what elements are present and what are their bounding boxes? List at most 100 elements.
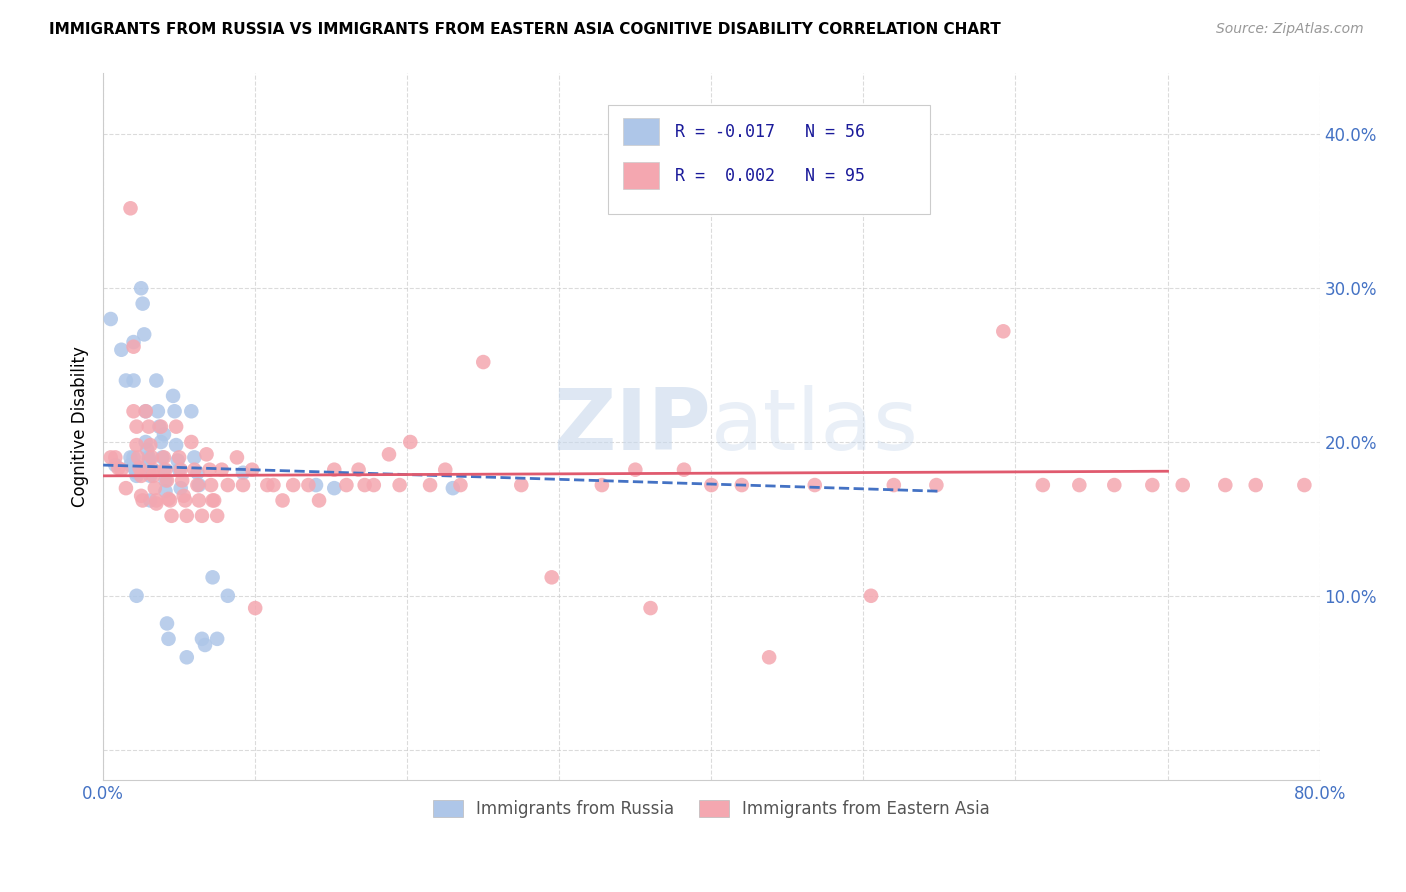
Point — [153, 463, 176, 477]
Point — [104, 450, 127, 465]
Text: ZIP: ZIP — [554, 385, 711, 468]
Point — [353, 478, 375, 492]
Point — [162, 389, 184, 403]
Point — [540, 570, 562, 584]
Point — [1032, 478, 1054, 492]
Point — [165, 438, 187, 452]
Point — [142, 463, 165, 477]
Point — [156, 474, 179, 488]
Point — [378, 447, 401, 461]
Point — [135, 404, 157, 418]
Point — [145, 496, 167, 510]
Point — [139, 468, 162, 483]
Point — [139, 438, 162, 452]
Point — [202, 493, 225, 508]
Point — [700, 478, 723, 492]
Point — [1213, 478, 1236, 492]
Point — [472, 355, 495, 369]
Point — [993, 324, 1015, 338]
Point — [180, 404, 202, 418]
Point — [194, 638, 217, 652]
Point — [217, 589, 239, 603]
Point — [308, 493, 330, 508]
Text: atlas: atlas — [711, 385, 920, 468]
Point — [363, 478, 385, 492]
Point — [305, 478, 328, 492]
Point — [163, 404, 186, 418]
Point — [640, 601, 662, 615]
Point — [138, 450, 160, 465]
Point — [174, 493, 197, 508]
Point — [131, 296, 153, 310]
Point — [191, 632, 214, 646]
Point — [100, 450, 122, 465]
Point — [104, 458, 127, 472]
Point — [186, 466, 208, 480]
Point — [883, 478, 905, 492]
Point — [141, 450, 163, 465]
Point — [323, 463, 346, 477]
Point — [1294, 478, 1316, 492]
Point — [758, 650, 780, 665]
Text: R = -0.017   N = 56: R = -0.017 N = 56 — [675, 123, 865, 141]
Point — [187, 493, 209, 508]
Point — [283, 478, 305, 492]
Point — [122, 340, 145, 354]
Point — [167, 463, 190, 477]
Point — [139, 493, 162, 508]
Point — [201, 493, 224, 508]
Point — [1104, 478, 1126, 492]
Point — [122, 374, 145, 388]
Point — [125, 466, 148, 480]
Point — [672, 463, 695, 477]
Point — [232, 466, 254, 480]
Point — [129, 489, 152, 503]
Point — [1142, 478, 1164, 492]
Point — [149, 419, 172, 434]
Point — [297, 478, 319, 492]
FancyBboxPatch shape — [623, 119, 659, 145]
Point — [160, 508, 183, 523]
Point — [148, 419, 170, 434]
Point — [138, 453, 160, 467]
Point — [1069, 478, 1091, 492]
Point — [388, 478, 411, 492]
Point — [183, 463, 205, 477]
Point — [1244, 478, 1267, 492]
Point — [138, 463, 160, 477]
Point — [186, 478, 208, 492]
Text: IMMIGRANTS FROM RUSSIA VS IMMIGRANTS FROM EASTERN ASIA COGNITIVE DISABILITY CORR: IMMIGRANTS FROM RUSSIA VS IMMIGRANTS FRO… — [49, 22, 1001, 37]
Point — [167, 450, 190, 465]
Point — [136, 442, 159, 457]
Point — [165, 419, 187, 434]
Point — [226, 450, 249, 465]
Point — [173, 489, 195, 503]
Point — [159, 493, 181, 508]
Point — [510, 478, 533, 492]
Point — [323, 481, 346, 495]
Point — [200, 478, 222, 492]
Text: Source: ZipAtlas.com: Source: ZipAtlas.com — [1216, 22, 1364, 37]
Point — [120, 202, 142, 216]
Point — [859, 589, 882, 603]
Point — [399, 435, 422, 450]
Point — [172, 474, 194, 488]
Point — [441, 481, 464, 495]
Point — [187, 478, 209, 492]
Point — [120, 458, 142, 472]
Point — [124, 458, 146, 472]
Point — [217, 478, 239, 492]
Point — [156, 616, 179, 631]
Point — [211, 463, 233, 477]
FancyBboxPatch shape — [623, 162, 659, 189]
Point — [205, 508, 228, 523]
Point — [127, 450, 149, 465]
Point — [125, 419, 148, 434]
Point — [149, 435, 172, 450]
Point — [243, 601, 266, 615]
Point — [176, 508, 198, 523]
Point — [138, 419, 160, 434]
Point — [146, 404, 169, 418]
Point — [205, 632, 228, 646]
Point — [157, 632, 180, 646]
